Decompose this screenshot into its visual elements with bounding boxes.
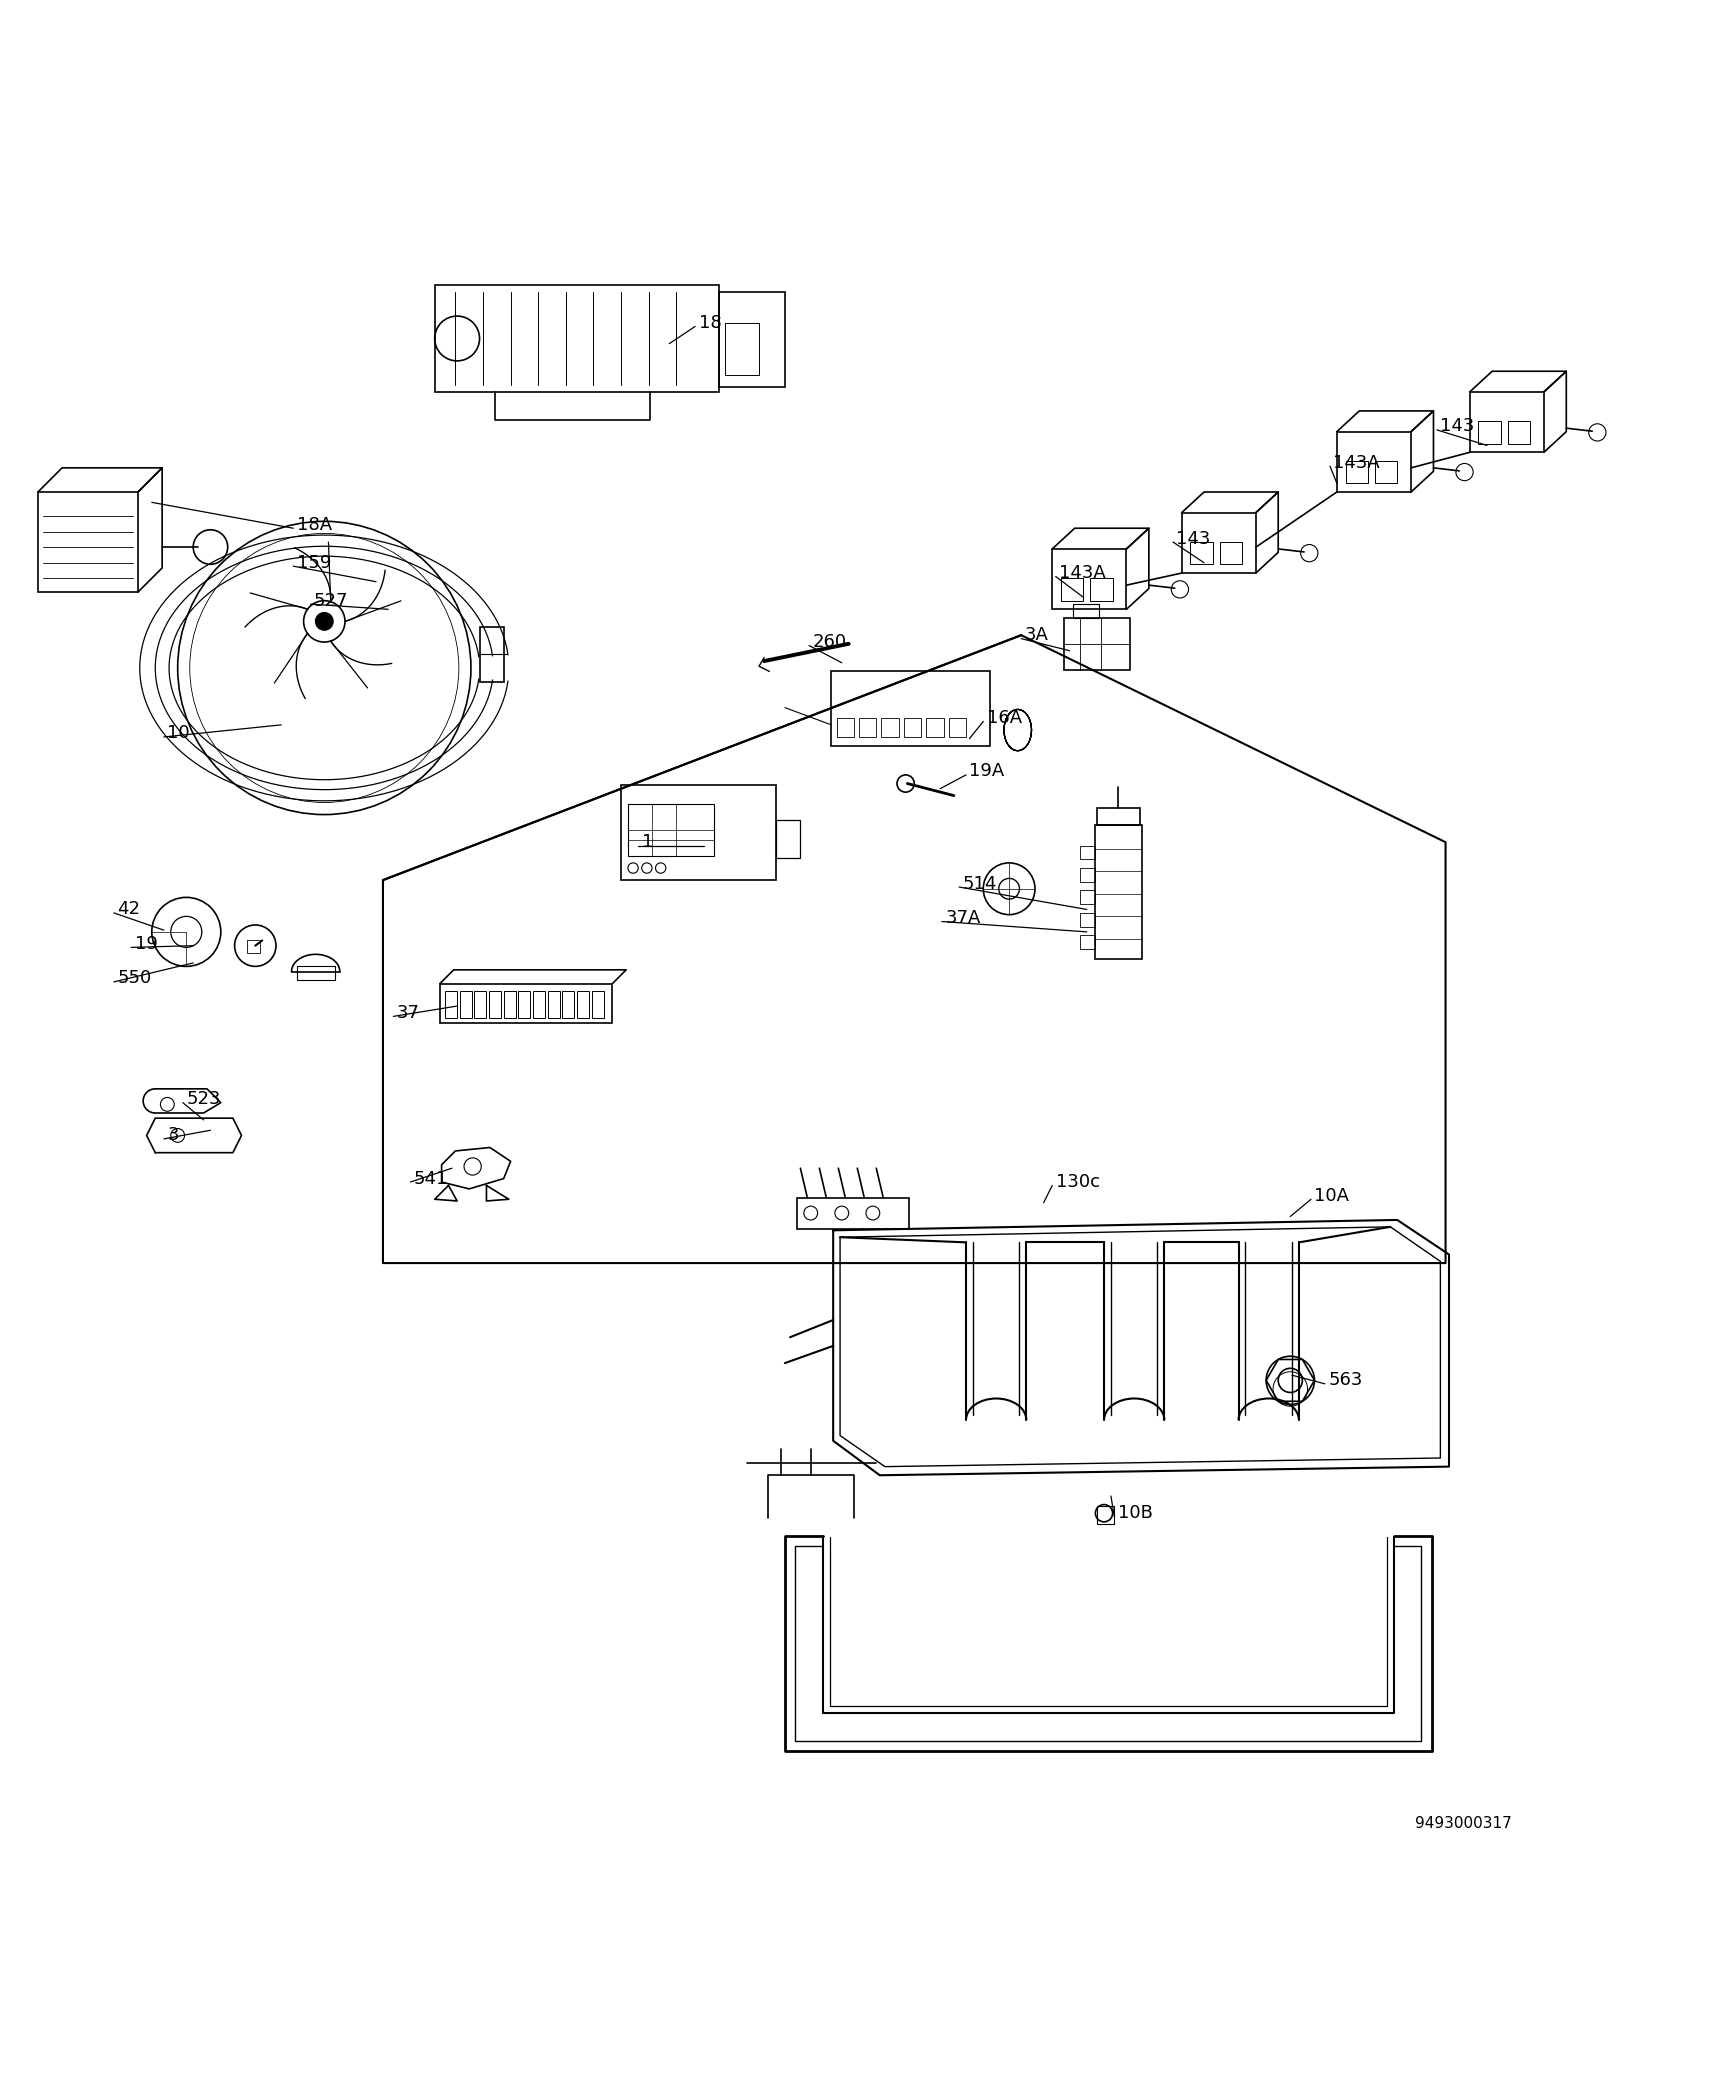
Text: 18A: 18A [297,516,331,535]
Bar [1097,808,1140,825]
Bar [247,940,260,952]
Text: 143A: 143A [1059,564,1106,583]
Text: 1: 1 [642,833,654,852]
Bar [445,990,457,1019]
Text: 19: 19 [135,935,157,952]
Bar [480,626,504,683]
Bar [490,990,502,1019]
Bar [1080,935,1095,950]
Bar [904,718,921,737]
Bar [440,983,612,1023]
Text: 527: 527 [314,591,348,610]
Bar [719,292,785,386]
Bar [949,718,966,737]
Bar [549,990,559,1019]
Bar [1080,846,1095,860]
Text: 563: 563 [1328,1372,1363,1389]
Bar [576,990,590,1019]
Bar [926,718,944,737]
Bar [504,990,516,1019]
Bar [297,967,335,979]
Text: 16A: 16A [987,710,1021,727]
Text: 10B: 10B [1118,1503,1152,1522]
Bar [776,821,800,858]
Bar [38,493,138,593]
Bar [1190,543,1213,564]
Text: 550: 550 [117,969,152,988]
Bar [1080,889,1095,904]
Bar [859,718,876,737]
Bar [1064,618,1130,670]
Text: 143: 143 [1176,530,1211,547]
Bar [1080,912,1095,927]
Bar [1182,514,1256,572]
Bar [724,324,759,374]
Text: 143: 143 [1440,418,1475,436]
Circle shape [316,612,333,631]
Bar [1061,578,1083,601]
Bar [1470,393,1544,453]
Text: 159: 159 [297,553,331,572]
Bar [1052,549,1126,610]
Bar [621,785,776,881]
Bar [1090,578,1113,601]
Text: 9493000317: 9493000317 [1414,1817,1511,1831]
Bar [881,718,899,737]
Text: 37A: 37A [945,908,982,927]
Text: 3A: 3A [1025,626,1049,645]
Bar [1508,422,1530,443]
Bar [797,1199,909,1228]
Bar [592,990,604,1019]
Text: 523: 523 [186,1090,221,1109]
Text: 10: 10 [167,725,190,743]
Text: 541: 541 [414,1169,448,1188]
Bar [837,718,854,737]
Bar [1097,1505,1114,1524]
Bar [1375,461,1397,484]
Bar [474,990,486,1019]
Text: 42: 42 [117,900,140,919]
Bar [562,990,574,1019]
Bar [1346,461,1368,484]
Text: 260: 260 [812,633,847,651]
Text: 37: 37 [397,1004,419,1021]
Bar [435,284,719,393]
Bar [1220,543,1242,564]
Text: 18: 18 [699,313,721,332]
Text: 10A: 10A [1314,1186,1349,1205]
Bar [831,672,990,745]
Text: 3: 3 [167,1125,179,1144]
Bar [1478,422,1501,443]
Bar [459,990,473,1019]
Bar [1095,825,1142,960]
Bar [518,990,531,1019]
Bar [533,990,545,1019]
Text: 514: 514 [963,875,997,892]
Bar [628,804,714,856]
Text: 19A: 19A [969,762,1004,781]
Bar [1337,432,1411,493]
Bar [1073,603,1099,618]
Text: 143A: 143A [1333,453,1380,472]
Bar [1080,869,1095,881]
Text: 130c: 130c [1056,1173,1101,1190]
